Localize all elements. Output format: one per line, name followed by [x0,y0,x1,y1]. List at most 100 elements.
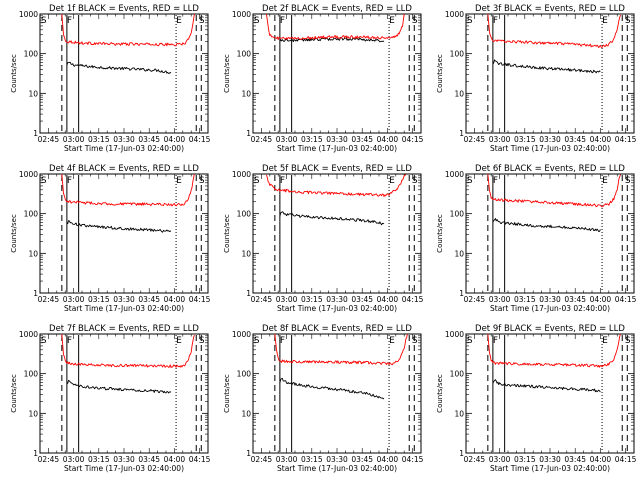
series-line-lld [487,334,621,368]
series-group [274,334,408,400]
interval-marker-label: E [389,176,395,186]
series-group [61,174,195,233]
x-tick-label: 02:45 [251,455,273,464]
x-tick-label: 03:00 [489,135,511,144]
x-axis-label: Start Time (17-Jun-03 02:40:00) [277,304,397,313]
x-tick-label: 04:00 [590,135,612,144]
x-tick-label: 03:15 [88,455,110,464]
x-axis-label: Start Time (17-Jun-03 02:40:00) [490,304,610,313]
x-tick-label: 04:00 [377,455,399,464]
x-tick-label: 03:00 [276,455,298,464]
y-axis-label: Counts/sec [436,374,444,413]
x-tick-label: 04:15 [615,135,637,144]
y-tick-label: 1000 [232,170,251,179]
y-tick-label: 100 [237,370,252,379]
interval-marker-label: F [493,176,498,186]
interval-marker-label: S [412,176,418,186]
y-tick-label: 100 [450,370,465,379]
y-axis-label: Counts/sec [10,214,18,253]
interval-marker-label: F [280,16,285,26]
interval-marker-label: S [254,336,260,346]
detector-panel-6: Det 6f BLACK = Events, RED = LLD 1 10 100 10… [436,164,637,313]
y-tick-label: 100 [24,50,39,59]
panel-title: Det 6f BLACK = Events, RED = LLD [475,164,625,174]
series-line-lld [61,174,195,207]
y-tick-label: 1 [246,449,251,458]
series-group [61,14,195,74]
interval-marker-label: F [67,336,72,346]
interval-marker-label: S [199,176,205,186]
y-tick-label: 1000 [19,330,38,339]
y-axis-label: Counts/sec [223,54,231,93]
y-tick-label: 10 [241,89,251,98]
detector-panel-9: Det 9f BLACK = Events, RED = LLD 1 10 100 10… [436,324,637,473]
y-tick-label: 100 [24,370,39,379]
x-axis-label: Start Time (17-Jun-03 02:40:00) [277,464,397,473]
y-tick-label: 10 [454,89,464,98]
x-tick-label: 04:00 [164,135,186,144]
x-tick-label: 03:00 [276,135,298,144]
series-group [266,174,407,226]
interval-marker-label: F [280,336,285,346]
y-tick-label: 1 [459,129,464,138]
y-axis-label: Counts/sec [223,374,231,413]
series-line-lld [487,174,621,208]
x-tick-label: 03:45 [351,295,373,304]
x-tick-label: 03:15 [88,295,110,304]
y-tick-label: 100 [237,210,252,219]
series-line-lld [274,334,408,366]
x-tick-label: 03:15 [301,295,323,304]
y-tick-label: 1000 [445,330,464,339]
series-line-events [492,59,601,74]
y-tick-label: 1000 [445,170,464,179]
plot-frame [465,13,635,134]
interval-marker-label: F [280,176,285,186]
y-tick-label: 100 [450,210,465,219]
detector-panel-1: Det 1f BLACK = Events, RED = LLD 1 10 100 10… [10,4,211,153]
interval-marker-label: S [254,16,260,26]
x-tick-label: 03:00 [63,295,85,304]
series-line-events [279,377,385,400]
series-line-events [279,37,385,43]
series-line-events [66,61,172,74]
x-tick-label: 04:15 [402,295,424,304]
x-tick-label: 03:30 [539,455,561,464]
x-tick-label: 03:30 [326,455,348,464]
series-group [487,14,621,74]
series-line-lld [61,14,195,47]
x-tick-label: 02:45 [464,135,486,144]
x-tick-label: 04:15 [189,295,211,304]
x-tick-label: 04:00 [590,455,612,464]
plot-frame [252,333,422,454]
x-axis-label: Start Time (17-Jun-03 02:40:00) [64,144,184,153]
plot-frame [252,173,422,294]
panel-title: Det 5f BLACK = Events, RED = LLD [262,164,412,174]
x-tick-label: 03:45 [138,455,160,464]
x-tick-label: 03:30 [113,455,135,464]
panel-title: Det 2f BLACK = Events, RED = LLD [262,4,412,14]
interval-marker-label: S [41,16,47,26]
x-tick-label: 03:45 [138,135,160,144]
x-tick-label: 04:15 [402,455,424,464]
panel-title: Det 4f BLACK = Events, RED = LLD [49,164,199,174]
x-tick-label: 04:15 [615,295,637,304]
x-tick-label: 02:45 [251,295,273,304]
interval-marker-label: S [467,16,473,26]
interval-marker-label: S [41,176,47,186]
x-tick-label: 03:15 [514,295,536,304]
y-tick-label: 10 [241,249,251,258]
x-tick-label: 02:45 [251,135,273,144]
x-tick-label: 03:00 [276,295,298,304]
x-tick-label: 02:45 [38,295,60,304]
x-tick-label: 04:00 [590,295,612,304]
interval-marker-label: S [625,16,631,26]
x-tick-label: 03:15 [88,135,110,144]
y-tick-label: 1 [33,289,38,298]
x-tick-label: 03:15 [301,455,323,464]
x-tick-label: 03:30 [326,295,348,304]
detector-panel-5: Det 5f BLACK = Events, RED = LLD 1 10 100 10… [223,164,424,313]
interval-marker-label: F [67,16,72,26]
x-tick-label: 03:30 [539,295,561,304]
series-line-events [492,379,601,393]
